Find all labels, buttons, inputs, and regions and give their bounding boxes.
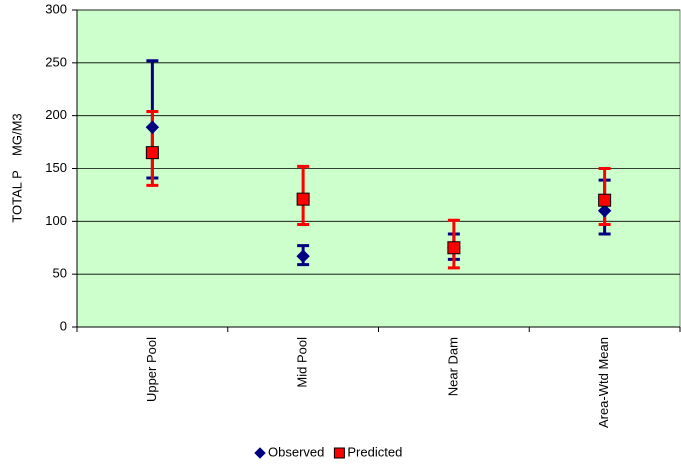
point (296, 192, 310, 206)
y-tick-label: 50 (53, 266, 67, 281)
point (597, 204, 612, 218)
y-axis-label: TOTAL P MG/M3 (9, 113, 24, 222)
y-tick-label: 150 (45, 160, 67, 175)
point (145, 146, 159, 160)
x-tick-label: Near Dam (445, 337, 460, 396)
point (598, 193, 612, 207)
y-tick-label: 200 (45, 107, 67, 122)
legend-marker (333, 447, 345, 459)
y-tick-label: 0 (60, 318, 67, 333)
legend: Observed Predicted (254, 444, 402, 459)
point (296, 249, 310, 263)
point (145, 120, 160, 134)
y-tick-label: 250 (45, 54, 67, 69)
y-tick-label: 300 (45, 1, 67, 16)
legend-marker (254, 447, 266, 459)
legend-label: Observed (268, 444, 324, 459)
legend-label: Predicted (347, 444, 402, 459)
y-tick-label: 100 (45, 213, 67, 228)
x-tick-label: Upper Pool (144, 337, 159, 402)
x-tick-label: Mid Pool (295, 337, 310, 388)
x-tick-label: Area-Wtd Mean (596, 337, 611, 428)
point (447, 241, 461, 255)
